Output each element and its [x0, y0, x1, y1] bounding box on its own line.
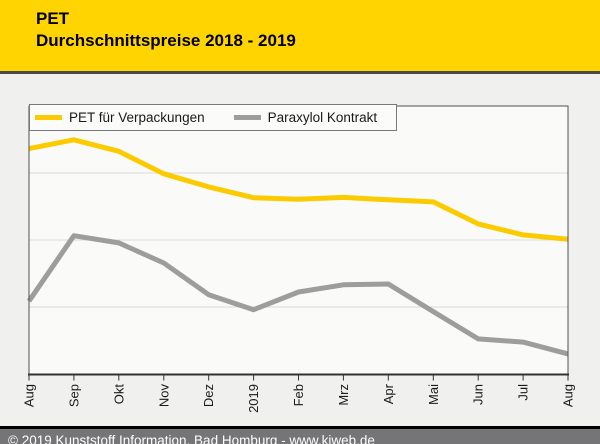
chart-legend: PET für Verpackungen Paraxylol Kontrakt [29, 104, 397, 131]
price-chart: Aug Sep Okt Nov Dez 2019 Feb Mrz Apr Mai Jun Jul Aug [22, 105, 576, 413]
copyright-text: © 2019 Kunststoff Information, Bad Hombu… [8, 433, 375, 444]
x-axis-label: Feb [291, 384, 306, 406]
paraxylol-price-line [26, 233, 569, 357]
page-subtitle: Durchschnittspreise 2018 - 2019 [36, 31, 296, 50]
x-axis-label: Apr [381, 383, 396, 404]
legend-label-paraxylol: Paraxylol Kontrakt [267, 110, 378, 125]
x-axis-label: Aug [22, 384, 37, 407]
x-axis-label: Dez [201, 384, 216, 407]
pet-price-line [28, 137, 569, 242]
x-axis-label: Jul [516, 384, 531, 401]
x-axis-label: Nov [156, 384, 171, 408]
x-axis-label: 2019 [246, 384, 261, 413]
legend-label-pet: PET für Verpackungen [69, 110, 205, 125]
legend-item-pet: PET für Verpackungen [35, 110, 205, 125]
paraxylol-line-swatch-icon [233, 115, 261, 120]
pet-line-swatch-icon [35, 115, 62, 120]
x-axis-label: Mai [426, 384, 441, 405]
x-axis-label: Sep [66, 384, 81, 407]
chart-region: Aug Sep Okt Nov Dez 2019 Feb Mrz Apr Mai Jun Jul Aug… [0, 74, 600, 426]
x-axis-label: Jun [471, 384, 486, 405]
report-footer: © 2019 Kunststoff Information, Bad Hombu… [0, 426, 600, 444]
report-header: PET Durchschnittspreise 2018 - 2019 [0, 0, 600, 74]
legend-item-paraxylol: Paraxylol Kontrakt [233, 110, 378, 125]
x-axis-label: Aug [561, 384, 576, 407]
page-title: PET [36, 9, 70, 28]
x-axis-label: Okt [111, 384, 126, 405]
x-axis-label: Mrz [336, 384, 351, 406]
